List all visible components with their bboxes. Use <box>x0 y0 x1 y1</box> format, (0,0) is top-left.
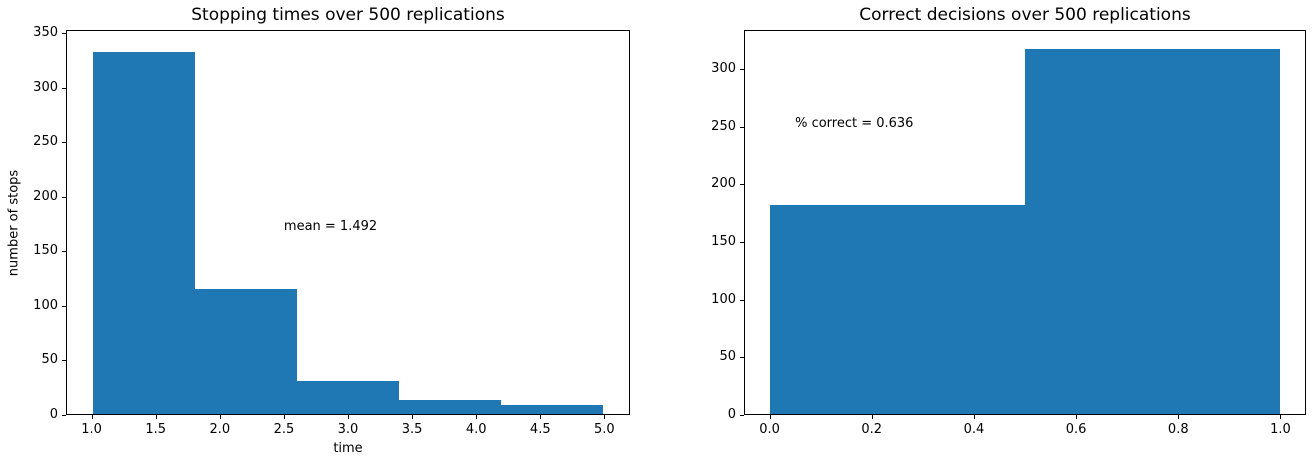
y-tick-label: 100 <box>33 297 58 313</box>
y-tick <box>62 142 66 144</box>
y-tick <box>740 126 744 128</box>
x-tick <box>476 415 478 419</box>
histogram-bar <box>501 405 604 414</box>
y-tick-label: 350 <box>33 25 58 41</box>
x-tick-label: 1.0 <box>1270 422 1291 437</box>
y-tick <box>62 415 66 416</box>
y-tick <box>740 299 744 301</box>
plot-area <box>66 30 630 415</box>
x-tick-label: 2.5 <box>273 422 295 437</box>
x-tick-label: 0.2 <box>861 422 883 437</box>
y-tick <box>62 305 66 307</box>
x-tick <box>283 415 285 419</box>
y-tick <box>62 360 66 362</box>
y-tick <box>740 69 744 71</box>
x-tick-label: 1.0 <box>81 422 102 437</box>
y-tick-label: 300 <box>33 79 58 95</box>
chart-title: Correct decisions over 500 replications <box>859 5 1191 25</box>
x-tick-label: 1.5 <box>145 422 167 437</box>
y-tick-label: 250 <box>33 134 58 150</box>
x-tick <box>604 415 606 419</box>
histogram-bar <box>1025 49 1280 414</box>
y-tick <box>62 251 66 253</box>
y-tick <box>62 87 66 89</box>
x-tick <box>871 415 873 419</box>
y-tick-label: 0 <box>49 407 58 422</box>
x-tick <box>769 415 771 419</box>
x-tick-label: 0.6 <box>1065 422 1087 437</box>
histogram-bar <box>92 51 195 414</box>
y-tick-label: 50 <box>41 352 58 368</box>
x-tick-label: 4.5 <box>529 422 551 437</box>
x-tick <box>219 415 221 419</box>
x-tick <box>412 415 414 419</box>
y-tick-label: 200 <box>33 188 58 204</box>
x-tick-label: 2.0 <box>209 422 231 437</box>
x-tick <box>155 415 157 419</box>
plot-area <box>744 30 1306 415</box>
x-tick-label: 3.0 <box>337 422 359 437</box>
x-tick <box>1178 415 1180 419</box>
y-tick-label: 100 <box>711 291 736 307</box>
x-tick <box>91 415 93 419</box>
chart-title: Stopping times over 500 replications <box>191 5 505 25</box>
y-tick <box>740 242 744 244</box>
x-tick-label: 5.0 <box>594 422 615 437</box>
y-tick-label: 300 <box>711 61 736 77</box>
x-tick-label: 4.0 <box>465 422 487 437</box>
x-tick <box>348 415 349 419</box>
y-tick <box>740 415 744 416</box>
annotation-text: % correct = 0.636 <box>795 115 914 131</box>
y-tick-label: 50 <box>719 349 736 365</box>
y-tick-label: 150 <box>33 243 58 259</box>
y-tick <box>62 33 66 35</box>
y-tick-label: 150 <box>711 234 736 250</box>
y-tick <box>740 184 744 186</box>
histogram-bar <box>194 289 297 414</box>
y-tick-label: 250 <box>711 118 736 134</box>
x-tick <box>973 415 975 419</box>
x-tick-label: 0.4 <box>963 422 985 437</box>
x-tick-label: 3.5 <box>401 422 423 437</box>
x-tick-label: 0.0 <box>759 422 780 437</box>
x-tick <box>540 415 542 419</box>
x-tick <box>1076 415 1078 419</box>
histogram-bar <box>399 399 502 414</box>
y-tick-label: 200 <box>711 176 736 192</box>
x-axis-label: time <box>333 441 363 456</box>
histogram-bar <box>770 205 1025 414</box>
y-tick-label: 0 <box>727 407 736 422</box>
x-tick <box>1280 415 1282 419</box>
annotation-text: mean = 1.492 <box>283 218 378 234</box>
y-tick <box>62 196 66 198</box>
y-tick <box>740 357 744 359</box>
histogram-bar <box>296 381 400 414</box>
x-tick-label: 0.8 <box>1167 422 1189 437</box>
